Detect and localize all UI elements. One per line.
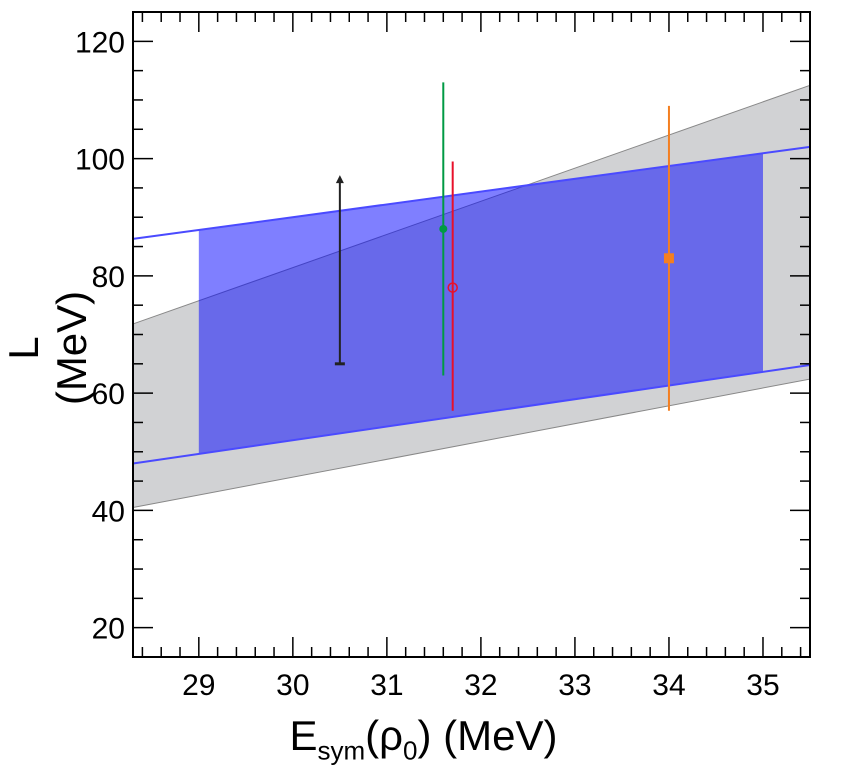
y-tick-label: 80 xyxy=(92,261,125,294)
blue-band-upper-line xyxy=(132,145,811,240)
x-tick-label: 31 xyxy=(370,669,403,702)
x-axis-label-sub2: 0 xyxy=(403,735,418,766)
x-tick-label: 35 xyxy=(746,669,779,702)
green-point-marker xyxy=(439,224,448,233)
x-tick-label: 33 xyxy=(558,669,591,702)
y-tick-label: 60 xyxy=(92,378,125,411)
y-tick-label: 40 xyxy=(92,495,125,528)
x-axis-label-main: E xyxy=(289,712,318,759)
x-tick-label: 30 xyxy=(276,669,309,702)
y-tick-label: 120 xyxy=(75,26,125,59)
black-lower-limit-arrowhead xyxy=(335,175,344,184)
x-axis-label: Esym(ρ0) (MeV) xyxy=(0,712,847,766)
x-axis-label-paren: (ρ xyxy=(365,712,404,759)
y-tick-label: 100 xyxy=(75,144,125,177)
x-axis-label-rest: ) (MeV) xyxy=(417,712,558,759)
x-tick-label: 29 xyxy=(182,669,215,702)
blue-band-lower-line xyxy=(132,364,811,465)
x-tick-label: 34 xyxy=(652,669,685,702)
y-tick-label: 20 xyxy=(92,613,125,646)
x-tick-label: 32 xyxy=(464,669,497,702)
red-point-marker xyxy=(447,282,458,293)
blue-band-fill xyxy=(198,153,763,454)
orange-point-marker xyxy=(663,253,674,264)
y-axis-label: L (MeV) xyxy=(0,290,95,406)
x-axis-label-sub: sym xyxy=(317,735,366,766)
